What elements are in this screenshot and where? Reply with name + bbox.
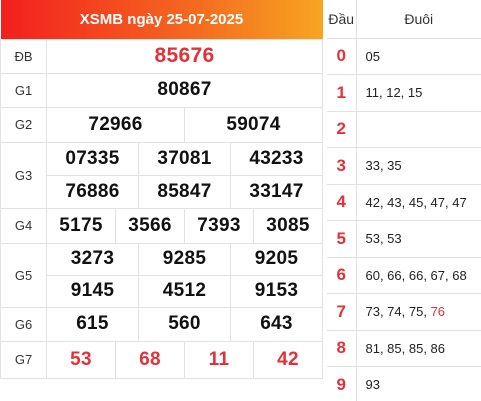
prize-number: 560 (138, 306, 231, 342)
head-tail-row: 5 53, 53 (327, 220, 481, 258)
prize-number: 37081 (138, 141, 231, 176)
head-digit: 0 (327, 38, 357, 75)
head-digit: 1 (327, 74, 357, 112)
head-tail-row: 4 42, 43, 45, 47, 47 (327, 184, 481, 221)
prize-number: 9205 (230, 242, 323, 276)
prize-label: G2 (0, 106, 47, 143)
tail-values: 42, 43, 45, 47, 47 (356, 184, 481, 221)
tail-value-highlight: 76 (430, 304, 446, 320)
prize-row-g2: G2 72966 59074 (0, 106, 323, 143)
prize-label: G3 (0, 141, 47, 209)
head-digit: 3 (327, 147, 357, 185)
head-tail-row: 8 81, 85, 85, 86 (327, 330, 481, 367)
head-digit: 2 (327, 111, 357, 148)
prize-number: 9153 (230, 274, 323, 308)
prize-number: 53 (47, 341, 116, 378)
prize-row-g5: G5 3273 9285 9205 (0, 242, 323, 308)
prize-row-g3: 76886 85847 33147 (1, 174, 323, 209)
prize-number: 43233 (230, 141, 323, 176)
head-tail-row: 0 05 (327, 38, 481, 75)
prize-label: G6 (0, 306, 47, 342)
results-table: XSMB ngày 25-07-2025 ĐB 85676 G1 80867 G… (0, 0, 323, 379)
prize-row-g3: G3 07335 37081 43233 (0, 141, 323, 209)
head-digit: 8 (327, 330, 357, 367)
prize-row-db: ĐB 85676 (0, 38, 323, 74)
prize-row-g4: G4 5175 3566 7393 3085 (0, 207, 323, 244)
head-tail-table: Đầu Đuôi 0 05 1 11, 12, 15 2 3 33, 35 4 … (327, 0, 481, 401)
prize-label: G4 (0, 207, 47, 244)
prize-number: 7393 (185, 208, 254, 243)
prize-number: 11 (185, 341, 254, 378)
prize-number: 76886 (46, 174, 139, 209)
prize-label: G1 (0, 72, 47, 108)
head-tail-row: 1 11, 12, 15 (327, 74, 481, 112)
head-tail-row: 9 93 (327, 366, 481, 401)
special-prize-number: 85676 (46, 38, 323, 74)
prize-row-g6: G6 615 560 643 (0, 306, 323, 342)
tail-values: 53, 53 (356, 220, 481, 258)
head-tail-row: 6 60, 66, 66, 67, 68 (327, 257, 481, 294)
tail-values: 05 (356, 38, 481, 75)
prize-number: 07335 (46, 141, 139, 176)
head-digit: 4 (327, 184, 357, 221)
tail-values: 60, 66, 66, 67, 68 (356, 257, 481, 294)
prize-label: ĐB (0, 38, 47, 74)
prize-label: G7 (0, 340, 47, 379)
tail-values: 33, 35 (356, 147, 481, 185)
prize-number: 80867 (46, 72, 323, 108)
head-digit: 9 (327, 366, 357, 401)
prize-number: 3566 (116, 208, 185, 243)
head-column-header: Đầu (327, 0, 357, 39)
prize-number: 643 (230, 306, 323, 342)
head-digit: 6 (327, 257, 357, 294)
prize-number: 5175 (47, 208, 116, 243)
prize-number: 59074 (184, 106, 323, 143)
prize-number: 72966 (46, 106, 185, 143)
prize-number: 3085 (266, 214, 310, 236)
prize-number: 3273 (46, 242, 139, 276)
results-title: XSMB ngày 25-07-2025 (0, 0, 323, 39)
head-digit: 5 (327, 220, 357, 258)
prize-row-g7: G7 53 68 11 42 (0, 340, 323, 379)
prize-number: 4512 (138, 274, 231, 308)
prize-number: 9145 (46, 274, 139, 308)
prize-number: 85847 (138, 174, 231, 209)
head-tail-row: 2 (327, 111, 481, 148)
prize-row-g1: G1 80867 (0, 72, 323, 108)
prize-number: 42 (277, 348, 299, 370)
tail-values: 73, 74, 75, 76 (356, 293, 481, 331)
prize-number: 68 (116, 341, 185, 378)
tail-values: 11, 12, 15 (356, 74, 481, 112)
head-tail-row: 3 33, 35 (327, 147, 481, 185)
tail-column-header: Đuôi (356, 0, 481, 39)
tail-values: 81, 85, 85, 86 (356, 330, 481, 367)
prize-number: 33147 (230, 174, 323, 209)
prize-label: G5 (0, 242, 47, 308)
prize-number: 615 (46, 306, 139, 342)
head-tail-row: 7 73, 74, 75, 76 (327, 293, 481, 331)
head-digit: 7 (327, 293, 357, 331)
prize-number: 9285 (138, 242, 231, 276)
tail-values: 93 (356, 366, 481, 401)
prize-row-g5: 9145 4512 9153 (1, 274, 323, 308)
tail-values (356, 111, 481, 148)
tail-values-plain: 73, 74, 75, (365, 304, 431, 320)
